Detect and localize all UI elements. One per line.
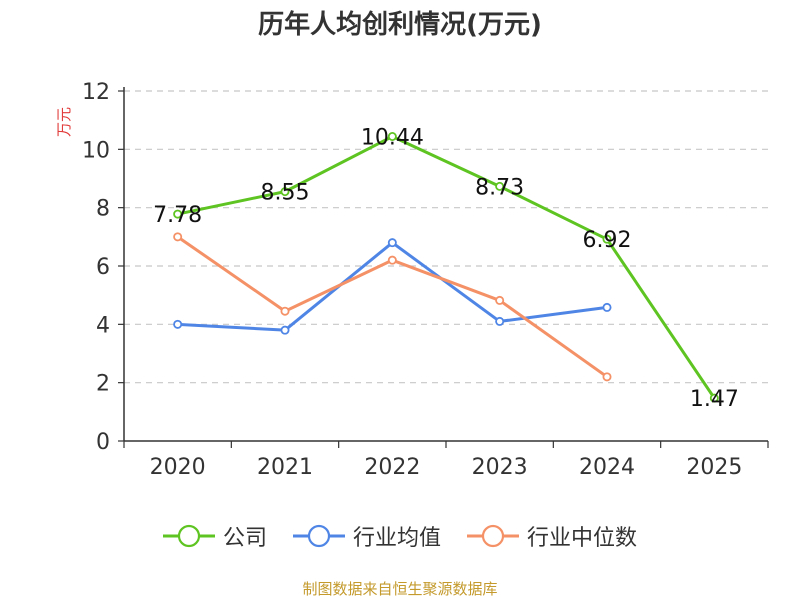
y-tick-label: 12 bbox=[82, 80, 110, 105]
data-point bbox=[709, 393, 719, 403]
x-tick-label: 2023 bbox=[472, 455, 528, 480]
data-point bbox=[280, 306, 290, 316]
chart-legend: 公司 行业均值 行业中位数 bbox=[0, 520, 800, 552]
legend-label: 行业中位数 bbox=[527, 526, 638, 551]
legend-label: 公司 bbox=[222, 526, 267, 551]
y-axis-label: 万元 bbox=[55, 107, 73, 137]
series-line bbox=[177, 135, 716, 399]
data-point bbox=[280, 187, 290, 197]
data-label: 10.44 bbox=[361, 126, 424, 151]
y-tick-label: 0 bbox=[96, 430, 110, 455]
data-label: 7.78 bbox=[153, 203, 202, 228]
data-label: 6.92 bbox=[583, 228, 632, 253]
line-chart: 0 2 4 6 8 10 12 2020 2021 2022 2023 2024 2025 万元 7.78 8… bbox=[55, 80, 769, 480]
legend-marker-icon bbox=[467, 524, 519, 548]
data-point bbox=[602, 302, 612, 312]
x-tick-label: 2022 bbox=[364, 455, 420, 480]
y-tick-label: 6 bbox=[96, 255, 110, 280]
x-tick-label: 2021 bbox=[257, 455, 313, 480]
data-label: 1.47 bbox=[690, 387, 739, 412]
legend-label: 行业均值 bbox=[352, 526, 441, 551]
data-point bbox=[387, 238, 397, 248]
chart-title: 历年人均创利情况(万元) bbox=[258, 10, 542, 40]
legend-item[interactable]: 行业均值 bbox=[292, 520, 441, 552]
data-point bbox=[280, 325, 290, 335]
data-point bbox=[173, 319, 183, 329]
data-point bbox=[495, 316, 505, 326]
data-label: 8.55 bbox=[261, 181, 310, 206]
data-point bbox=[173, 209, 183, 219]
data-point bbox=[602, 372, 612, 382]
data-point bbox=[387, 131, 397, 141]
data-point bbox=[495, 295, 505, 305]
data-label: 8.73 bbox=[475, 175, 524, 200]
data-point bbox=[602, 234, 612, 244]
legend-item[interactable]: 行业中位数 bbox=[467, 520, 637, 552]
x-tick-label: 2020 bbox=[150, 455, 206, 480]
y-tick-label: 2 bbox=[96, 372, 110, 397]
y-tick-label: 8 bbox=[96, 197, 110, 222]
data-point bbox=[173, 232, 183, 242]
y-tick-label: 4 bbox=[96, 313, 110, 338]
legend-item[interactable]: 公司 bbox=[162, 520, 267, 552]
data-point bbox=[387, 255, 397, 265]
source-note: 制图数据来自恒生聚源数据库 bbox=[302, 580, 498, 598]
legend-marker-icon bbox=[162, 524, 215, 548]
x-tick-label: 2024 bbox=[579, 455, 635, 480]
legend-marker-icon bbox=[292, 524, 345, 548]
data-point bbox=[495, 181, 505, 191]
x-tick-label: 2025 bbox=[686, 455, 742, 480]
y-tick-label: 10 bbox=[82, 138, 110, 163]
